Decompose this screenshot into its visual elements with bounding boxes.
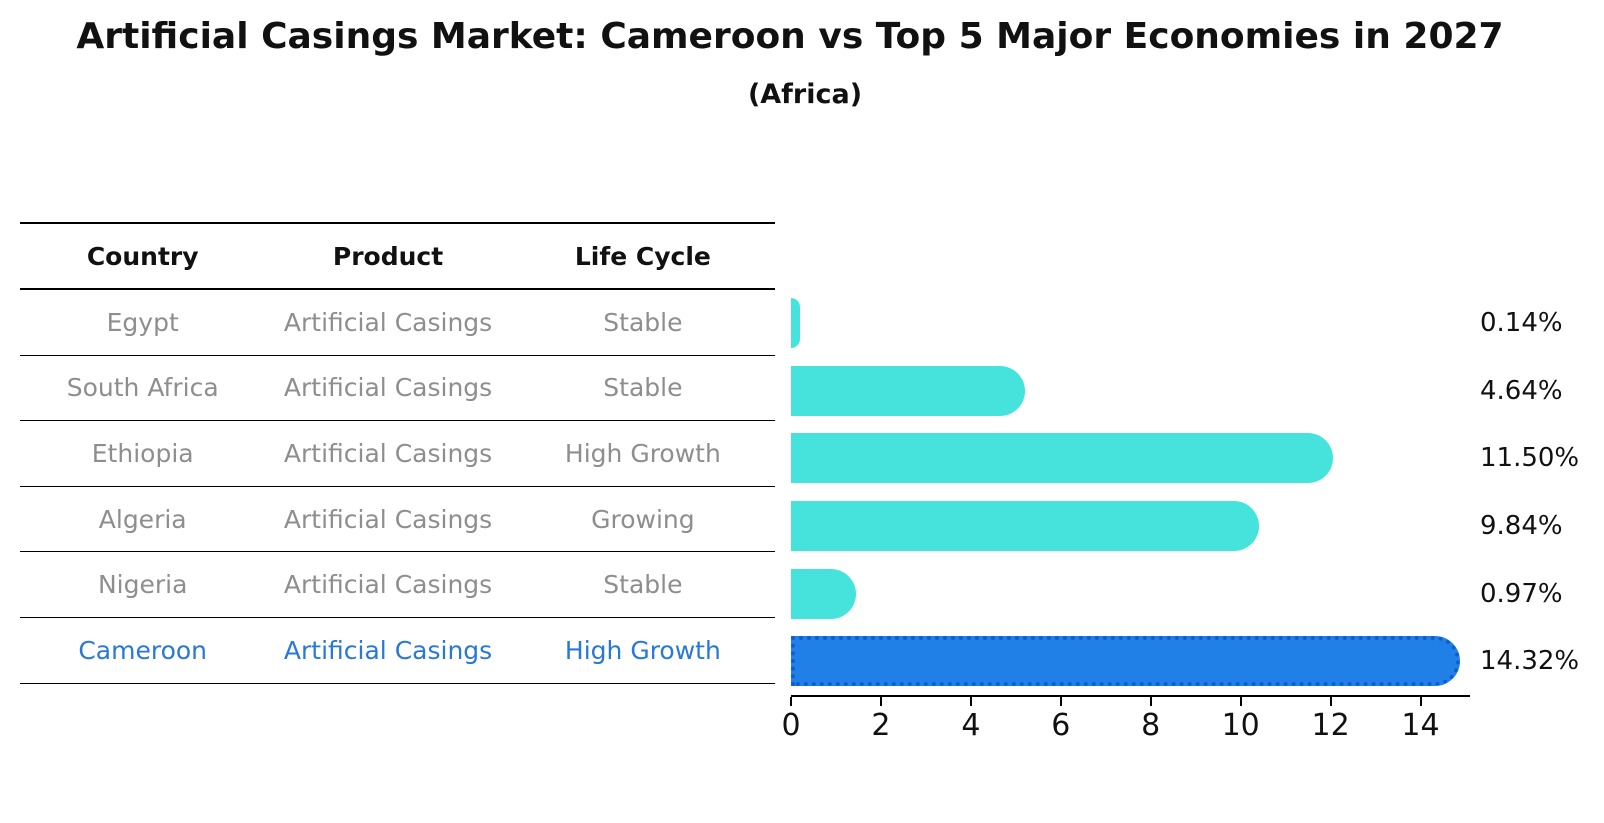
bar-nigeria <box>791 568 857 619</box>
table-cell-life_cycle: Stable <box>603 373 683 403</box>
table-cell-country: South Africa <box>66 373 219 403</box>
bar-row-algeria <box>791 492 1470 560</box>
table-cell-product: Artificial Casings <box>283 570 493 600</box>
x-tick <box>879 697 882 706</box>
x-tick-label: 4 <box>961 708 981 743</box>
table-cell-country: Egypt <box>106 307 179 337</box>
x-tick <box>1239 697 1242 706</box>
x-tick-label: 8 <box>1141 708 1161 743</box>
x-tick <box>1149 697 1152 706</box>
bar-row-ethiopia <box>791 424 1470 492</box>
table-cell-life_cycle: Stable <box>603 307 683 337</box>
table-cell-life_cycle: Stable <box>603 570 683 600</box>
value-label-south-africa: 4.64% <box>1480 375 1563 406</box>
table-cell-product: Artificial Casings <box>283 438 493 468</box>
x-tick <box>1059 697 1062 706</box>
bar-chart-plot-area <box>791 289 1470 697</box>
table-row-ethiopia: Ethiopia Artificial Casings High Growth <box>20 421 775 487</box>
table-cell-product: Artificial Casings <box>283 307 493 337</box>
x-axis: 0 2 4 6 8 10 12 14 <box>781 697 1470 747</box>
bar-south-africa <box>791 365 1025 416</box>
bar-row-egypt <box>791 289 1470 357</box>
table-cell-life_cycle: High Growth <box>564 635 721 665</box>
table-cell-product: Artificial Casings <box>283 504 493 534</box>
table-header-row: Country Product Life Cycle <box>20 222 775 290</box>
x-tick-label: 14 <box>1401 708 1440 743</box>
column-header-country: Country <box>86 241 199 271</box>
bar-egypt <box>791 297 801 348</box>
column-header-product: Product <box>332 241 444 271</box>
value-label-algeria: 9.84% <box>1480 510 1563 541</box>
x-tick <box>1329 697 1332 706</box>
value-label-cameroon: 14.32% <box>1480 646 1580 677</box>
comparison-table: Country Product Life Cycle Egypt Artifici… <box>20 222 775 684</box>
table-row-algeria: Algeria Artificial Casings Growing <box>20 487 775 553</box>
bar-row-south-africa <box>791 357 1470 425</box>
table-cell-country: Nigeria <box>97 570 188 600</box>
bar-ethiopia <box>791 433 1334 484</box>
table-body: Egypt Artificial Casings Stable South Afric… <box>20 290 775 684</box>
table-cell-life_cycle: High Growth <box>564 438 721 468</box>
value-label-nigeria: 0.97% <box>1480 578 1563 609</box>
table-cell-life_cycle: Growing <box>591 504 695 534</box>
table-row-egypt: Egypt Artificial Casings Stable <box>20 290 775 356</box>
table-row-south-africa: South Africa Artificial Casings Stable <box>20 356 775 422</box>
bar-row-nigeria <box>791 560 1470 628</box>
table-row-nigeria: Nigeria Artificial Casings Stable <box>20 552 775 618</box>
x-tick <box>969 697 972 706</box>
x-tick-label: 2 <box>871 708 891 743</box>
table-cell-product: Artificial Casings <box>283 373 493 403</box>
x-tick-label: 10 <box>1221 708 1260 743</box>
column-header-lifecycle: Life Cycle <box>574 241 711 271</box>
x-tick-label: 0 <box>781 708 801 743</box>
value-label-column: 0.14% 4.64% 11.50% 9.84% 0.97% 14.32% <box>1480 289 1600 695</box>
table-cell-country: Algeria <box>98 504 187 534</box>
chart-title: Artificial Casings Market: Cameroon vs T… <box>76 16 1504 57</box>
bar-row-cameroon <box>791 627 1470 695</box>
x-tick <box>790 697 792 706</box>
x-tick-label: 6 <box>1051 708 1071 743</box>
table-row-cameroon: Cameroon Artificial Casings High Growth <box>20 618 775 684</box>
bar-cameroon <box>791 636 1460 687</box>
value-label-ethiopia: 11.50% <box>1480 443 1580 474</box>
x-tick-label: 12 <box>1311 708 1350 743</box>
table-cell-country: Cameroon <box>78 635 208 665</box>
value-label-egypt: 0.14% <box>1480 307 1563 338</box>
table-cell-country: Ethiopia <box>91 438 194 468</box>
table-cell-product: Artificial Casings <box>283 635 493 665</box>
chart-subtitle: (Africa) <box>747 79 863 110</box>
x-tick <box>1419 697 1422 706</box>
bar-algeria <box>791 500 1259 551</box>
